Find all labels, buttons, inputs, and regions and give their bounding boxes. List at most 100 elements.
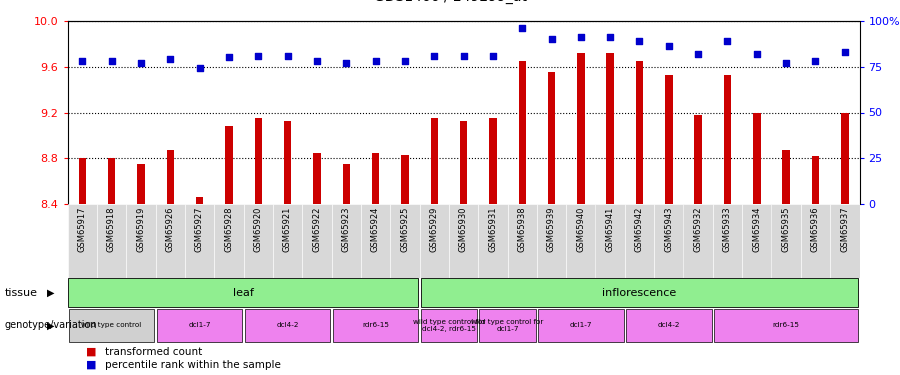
- Bar: [421, 278, 858, 307]
- Text: tissue: tissue: [4, 288, 38, 297]
- Text: ■: ■: [86, 360, 96, 369]
- Bar: [156, 204, 184, 278]
- Bar: [449, 204, 478, 278]
- Bar: [361, 204, 391, 278]
- Text: GDS1466 / 249299_at: GDS1466 / 249299_at: [374, 0, 526, 4]
- Bar: [566, 204, 596, 278]
- Text: GSM65940: GSM65940: [576, 207, 585, 252]
- Bar: [753, 112, 760, 204]
- Bar: [714, 309, 859, 342]
- Bar: [391, 204, 419, 278]
- Text: GSM65923: GSM65923: [342, 207, 351, 252]
- Bar: [196, 198, 203, 204]
- Text: GSM65921: GSM65921: [283, 207, 292, 252]
- Bar: [713, 204, 742, 278]
- Text: GSM65931: GSM65931: [489, 207, 498, 252]
- Point: [398, 58, 412, 64]
- Text: GSM65941: GSM65941: [606, 207, 615, 252]
- Text: GSM65922: GSM65922: [312, 207, 321, 252]
- Bar: [184, 204, 214, 278]
- Point: [515, 25, 529, 31]
- Point: [368, 58, 382, 64]
- Bar: [372, 153, 379, 204]
- Point: [779, 60, 794, 66]
- Bar: [419, 204, 449, 278]
- Point: [427, 53, 441, 58]
- Bar: [225, 126, 232, 204]
- Bar: [420, 309, 477, 342]
- Point: [691, 51, 706, 57]
- Point: [163, 56, 177, 62]
- Text: ▶: ▶: [47, 288, 54, 297]
- Text: GSM65939: GSM65939: [547, 207, 556, 252]
- Bar: [430, 118, 437, 204]
- Bar: [78, 158, 86, 204]
- Point: [133, 60, 148, 66]
- Bar: [830, 204, 860, 278]
- Text: GSM65927: GSM65927: [195, 207, 204, 252]
- Bar: [607, 53, 614, 204]
- Bar: [126, 204, 156, 278]
- Text: GSM65924: GSM65924: [371, 207, 380, 252]
- Point: [75, 58, 89, 64]
- Point: [310, 58, 324, 64]
- Text: GSM65917: GSM65917: [77, 207, 86, 252]
- Bar: [313, 153, 320, 204]
- Bar: [331, 204, 361, 278]
- Text: GSM65935: GSM65935: [782, 207, 791, 252]
- Bar: [273, 204, 302, 278]
- Text: dcl4-2: dcl4-2: [276, 322, 299, 328]
- Point: [486, 53, 500, 58]
- Bar: [480, 309, 536, 342]
- Bar: [782, 150, 790, 204]
- Point: [720, 38, 734, 44]
- Bar: [801, 204, 830, 278]
- Text: GSM65937: GSM65937: [841, 207, 850, 252]
- Bar: [68, 278, 418, 307]
- Point: [573, 34, 588, 40]
- Bar: [490, 118, 497, 204]
- Bar: [577, 53, 584, 204]
- Text: ■: ■: [86, 347, 96, 357]
- Text: GSM65928: GSM65928: [224, 207, 233, 252]
- Bar: [548, 72, 555, 204]
- Text: GSM65920: GSM65920: [254, 207, 263, 252]
- Point: [193, 65, 207, 71]
- Bar: [742, 204, 771, 278]
- Text: leaf: leaf: [233, 288, 254, 297]
- Bar: [626, 309, 712, 342]
- Text: inflorescence: inflorescence: [602, 288, 677, 297]
- Text: GSM65932: GSM65932: [694, 207, 703, 252]
- Point: [251, 53, 266, 58]
- Point: [662, 44, 676, 50]
- Text: GSM65918: GSM65918: [107, 207, 116, 252]
- Bar: [625, 204, 654, 278]
- Bar: [536, 204, 566, 278]
- Bar: [214, 204, 244, 278]
- Bar: [108, 158, 115, 204]
- Bar: [596, 204, 625, 278]
- Point: [280, 53, 294, 58]
- Point: [838, 49, 852, 55]
- Bar: [724, 75, 731, 204]
- Text: GSM65933: GSM65933: [723, 207, 732, 252]
- Point: [544, 36, 559, 42]
- Bar: [538, 309, 624, 342]
- Point: [603, 34, 617, 40]
- Bar: [302, 204, 331, 278]
- Text: rdr6-15: rdr6-15: [773, 322, 800, 328]
- Bar: [343, 164, 350, 204]
- Point: [104, 58, 119, 64]
- Bar: [68, 309, 154, 342]
- Point: [339, 60, 354, 66]
- Text: GSM65929: GSM65929: [429, 207, 438, 252]
- Text: dcl1-7: dcl1-7: [570, 322, 592, 328]
- Bar: [68, 204, 97, 278]
- Text: rdr6-15: rdr6-15: [362, 322, 389, 328]
- Text: transformed count: transformed count: [105, 347, 202, 357]
- Text: GSM65926: GSM65926: [166, 207, 175, 252]
- Bar: [518, 61, 526, 204]
- Bar: [244, 204, 273, 278]
- Bar: [255, 118, 262, 204]
- Text: wild type control for
dcl1-7: wild type control for dcl1-7: [472, 319, 544, 332]
